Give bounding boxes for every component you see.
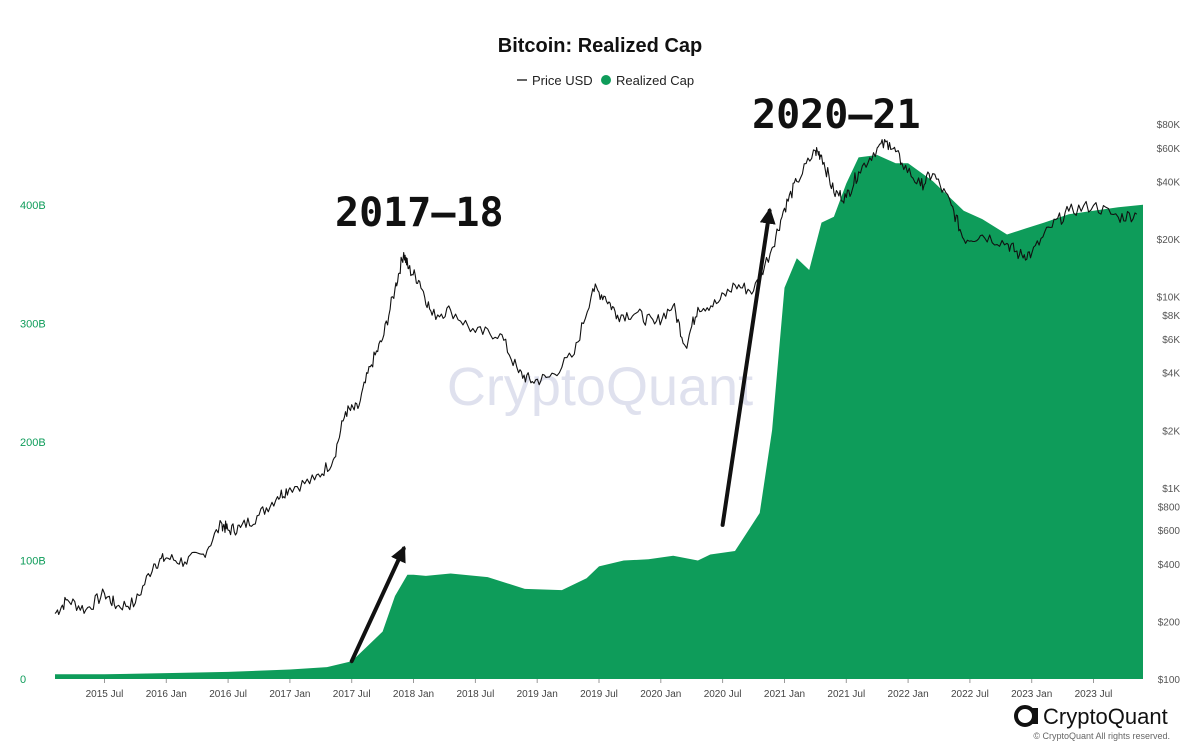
x-axis-tick-label: 2021 Jul bbox=[827, 689, 865, 700]
x-axis-tick-label: 2023 Jul bbox=[1075, 689, 1113, 700]
legend-swatch-realized-cap bbox=[601, 75, 611, 85]
right-axis-tick-label: $20K bbox=[1157, 235, 1181, 246]
right-axis-tick-label: $400 bbox=[1158, 560, 1181, 571]
x-axis-tick-label: 2019 Jan bbox=[517, 689, 558, 700]
x-axis-tick-label: 2017 Jan bbox=[269, 689, 310, 700]
price-line-layer bbox=[54, 138, 1138, 616]
brand-logo: CryptoQuant bbox=[1014, 704, 1168, 729]
watermark: CryptoQuant bbox=[447, 357, 753, 417]
right-axis-tick-label: $600 bbox=[1158, 526, 1181, 537]
annotation-arrow bbox=[720, 207, 776, 527]
right-axis-tick-label: $800 bbox=[1158, 502, 1181, 513]
right-axis-tick-label: $6K bbox=[1162, 335, 1180, 346]
x-axis-tick-label: 2020 Jan bbox=[640, 689, 681, 700]
right-axis-tick-label: $200 bbox=[1158, 618, 1181, 629]
left-axis-tick-label: 200B bbox=[20, 437, 46, 449]
right-axis: $100 $200 $400 $600 $800 $1K $2K $4K $6K $8K $10K $… bbox=[1157, 120, 1181, 686]
x-axis-tick-label: 2021 Jan bbox=[764, 689, 805, 700]
right-axis-tick-label: $100 bbox=[1158, 675, 1181, 686]
right-axis-tick-label: $4K bbox=[1162, 369, 1180, 380]
realized-cap-area-layer bbox=[55, 155, 1143, 679]
left-axis-tick-label: 300B bbox=[20, 318, 46, 330]
x-axis-tick-label: 2023 Jan bbox=[1011, 689, 1052, 700]
cryptoquant-logo-icon bbox=[1014, 705, 1038, 727]
x-axis-tick-label: 2018 Jan bbox=[393, 689, 434, 700]
right-axis-tick-label: $2K bbox=[1162, 426, 1180, 437]
chart-title: Bitcoin: Realized Cap bbox=[498, 35, 702, 57]
x-axis-tick-label: 2017 Jul bbox=[333, 689, 371, 700]
copyright: © CryptoQuant All rights reserved. bbox=[1033, 731, 1170, 741]
x-axis-tick-label: 2016 Jul bbox=[209, 689, 247, 700]
left-axis-tick-label: 100B bbox=[20, 556, 46, 568]
x-axis-tick-label: 2022 Jul bbox=[951, 689, 989, 700]
right-axis-tick-label: $1K bbox=[1162, 484, 1180, 495]
annotation-2017-18: 2017–18 bbox=[335, 190, 504, 236]
x-axis-tick-label: 2016 Jan bbox=[146, 689, 187, 700]
legend: Price USD Realized Cap bbox=[517, 73, 694, 88]
brand-name: CryptoQuant bbox=[1043, 704, 1168, 729]
legend-label-realized-cap[interactable]: Realized Cap bbox=[616, 73, 694, 88]
left-axis: 0 100B 200B 300B 400B bbox=[20, 200, 46, 686]
x-axis-tick-label: 2015 Jul bbox=[86, 689, 124, 700]
right-axis-tick-label: $80K bbox=[1157, 120, 1181, 131]
left-axis-tick-label: 0 bbox=[20, 674, 26, 686]
right-axis-tick-label: $60K bbox=[1157, 144, 1181, 155]
price-usd-line bbox=[54, 138, 1138, 616]
x-axis-tick-label: 2018 Jul bbox=[456, 689, 494, 700]
x-axis-tick-label: 2020 Jul bbox=[704, 689, 742, 700]
right-axis-tick-label: $10K bbox=[1157, 293, 1181, 304]
x-axis-tick-label: 2022 Jan bbox=[888, 689, 929, 700]
annotation-arrows bbox=[349, 207, 776, 664]
annotation-2020-21: 2020–21 bbox=[752, 92, 921, 138]
realized-cap-area bbox=[55, 155, 1143, 679]
x-axis: 2015 Jul 2016 Jan 2016 Jul 2017 Jan 2017 Jul… bbox=[86, 679, 1113, 700]
x-axis-tick-label: 2019 Jul bbox=[580, 689, 618, 700]
legend-label-price[interactable]: Price USD bbox=[532, 73, 593, 88]
right-axis-tick-label: $40K bbox=[1157, 178, 1181, 189]
right-axis-tick-label: $8K bbox=[1162, 311, 1180, 322]
left-axis-tick-label: 400B bbox=[20, 200, 46, 212]
annotation-arrow bbox=[349, 545, 406, 664]
